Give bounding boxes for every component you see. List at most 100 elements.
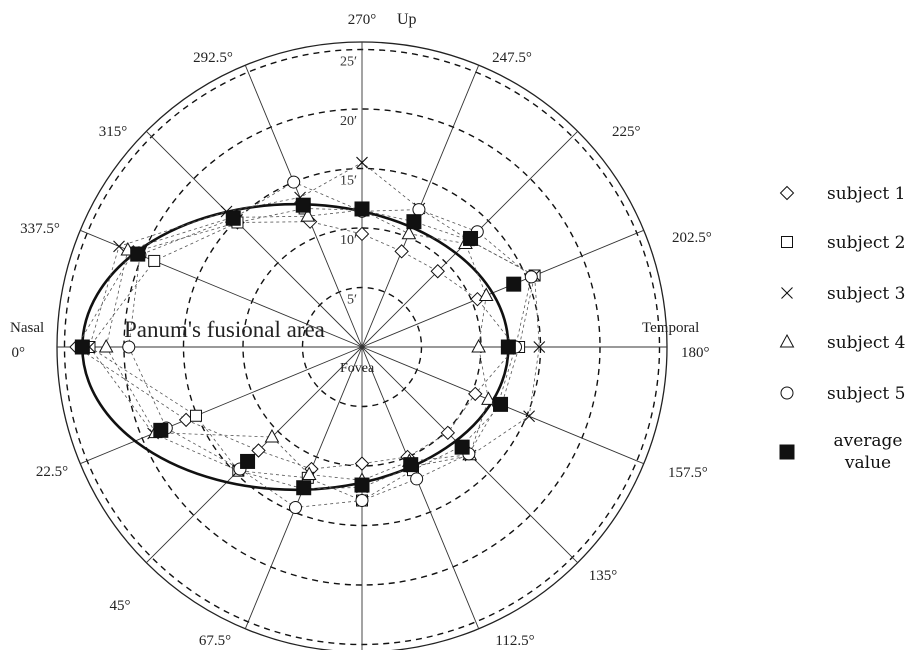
legend-label-1: subject 1: [827, 184, 905, 204]
spoke-202.5: [361, 229, 644, 348]
series-layer: [69, 156, 546, 515]
angle-label-180: 180°: [681, 345, 710, 361]
legend-label-2: subject 2: [827, 233, 905, 253]
legend: subject 1 subject 2 subject 3 subject 4 subj…: [779, 184, 905, 473]
angle-label-135: 135°: [589, 568, 618, 584]
point-average-value-315: [225, 210, 241, 226]
angle-label-67-5: 67.5°: [199, 633, 231, 649]
series-line-3: [89, 162, 540, 490]
series-subject-4: [98, 202, 496, 486]
point-subject-3-157-5: [523, 410, 536, 423]
point-subject-5-90: [355, 494, 369, 508]
legend-marker-2: [781, 236, 793, 248]
series-line-1: [76, 221, 517, 470]
point-subject-3-337-5: [113, 240, 125, 253]
point-average-value-202-5: [506, 276, 522, 292]
point-average-value-45: [240, 453, 256, 469]
point-average-value-270: [354, 201, 370, 217]
legend-marker-5: [780, 386, 794, 400]
angle-label-292-5: 292.5°: [193, 50, 233, 66]
legend-label-4: subject 4: [827, 333, 905, 353]
point-average-value-247-5: [406, 214, 422, 230]
point-average-value-225: [463, 230, 479, 246]
label-up: Up: [397, 11, 417, 28]
angle-label-315: 315°: [99, 124, 128, 140]
point-subject-4-202-5: [478, 287, 494, 302]
spoke-112.5: [361, 346, 480, 629]
point-subject-4-45: [264, 428, 280, 443]
point-subject-3-337-5-stroke-b: [113, 240, 125, 253]
point-average-value-112-5: [403, 457, 419, 473]
point-subject-5-112-5: [410, 472, 424, 486]
angle-label-247-5: 247.5°: [492, 50, 532, 66]
point-subject-3-180-stroke-b: [533, 341, 546, 353]
point-subject-4-292-5: [300, 208, 316, 222]
point-average-value-135: [454, 439, 470, 455]
spoke-315: [146, 131, 363, 348]
point-subject-4-247-5: [401, 225, 417, 240]
angle-label-22-5: 22.5°: [36, 464, 68, 480]
point-average-value-180: [500, 339, 516, 355]
point-subject-3-180: [533, 341, 546, 353]
radial-label-10: 10′: [340, 233, 357, 248]
series-line-2: [89, 208, 536, 501]
point-average-value-337-5: [130, 246, 146, 262]
point-subject-2-22-5: [189, 409, 202, 422]
legend-marker-4: [779, 333, 795, 348]
spoke-22.5: [80, 346, 363, 465]
point-subject-4-67-5: [301, 466, 317, 481]
point-subject-3-270: [356, 156, 368, 169]
radial-label-5: 5′: [347, 293, 357, 308]
point-subject-1-157-5: [468, 386, 483, 402]
label-layer: Panum's fusional area Nasal Temporal Up …: [10, 11, 712, 649]
point-average-value-22-5: [153, 422, 169, 438]
point-average-value-292-5: [295, 197, 311, 213]
point-subject-1-225: [430, 264, 445, 279]
angle-label-270: 270°: [348, 12, 377, 28]
legend-label-6-line-1: average: [833, 431, 902, 451]
angle-label-0: 0°: [12, 345, 26, 361]
point-average-value-157-5: [493, 396, 509, 412]
angle-label-337-5: 337.5°: [20, 221, 60, 237]
label-fovea: Fovea: [340, 361, 375, 376]
point-subject-1-247-5: [394, 244, 409, 259]
angle-label-225: 225°: [612, 124, 641, 140]
legend-label-6-line-2: value: [844, 453, 891, 473]
point-subject-5-67-5: [289, 501, 303, 515]
legend-marker-6: [779, 444, 795, 460]
series-average-value: [74, 197, 522, 496]
radial-label-25: 25′: [340, 55, 357, 70]
point-subject-1-45: [251, 443, 266, 458]
point-subject-2-337-5: [148, 254, 161, 267]
point-subject-3-270-stroke-b: [356, 156, 368, 169]
point-subject-1-135: [440, 425, 456, 441]
angle-label-202-5: 202.5°: [672, 230, 712, 246]
point-average-value-67-5: [296, 480, 312, 496]
point-subject-3-157-5-stroke-b: [523, 410, 536, 423]
series-line-4: [105, 209, 489, 481]
angle-label-157-5: 157.5°: [668, 465, 708, 481]
point-subject-1-270: [354, 226, 370, 242]
point-subject-5-292-5: [287, 175, 301, 189]
annotation-panum: Panum's fusional area: [124, 317, 325, 342]
point-subject-5-202-5: [524, 270, 538, 284]
legend-marker-3-stroke-b: [781, 287, 793, 299]
angle-label-45: 45°: [110, 598, 131, 614]
radial-label-20: 20′: [340, 114, 357, 129]
legend-marker-1: [779, 185, 795, 201]
point-subject-4-157-5: [481, 391, 496, 405]
legend-label-3: subject 3: [827, 284, 905, 304]
point-subject-5-0: [122, 340, 136, 354]
point-subject-1-90: [354, 456, 370, 471]
legend-marker-3: [781, 287, 793, 299]
radial-label-15: 15′: [340, 174, 357, 189]
point-subject-4-180: [471, 338, 486, 353]
point-average-value-90: [354, 477, 370, 493]
legend-label-5: subject 5: [827, 384, 905, 404]
label-temporal: Temporal: [642, 320, 699, 336]
polar-grid: [56, 41, 668, 650]
point-average-value-0: [74, 339, 90, 355]
label-nasal: Nasal: [10, 320, 44, 336]
point-subject-4-0: [98, 338, 114, 353]
